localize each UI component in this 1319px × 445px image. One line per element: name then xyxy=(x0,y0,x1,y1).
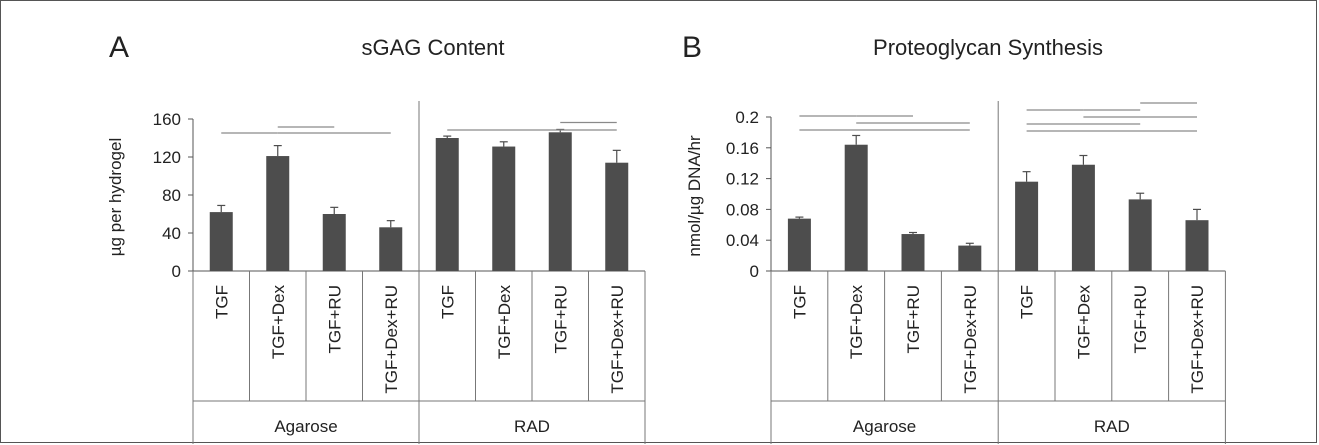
y-tick-label: 160 xyxy=(153,110,181,129)
y-axis-label: nmol/µg DNA/hr xyxy=(685,135,704,257)
chart-title: sGAG Content xyxy=(361,35,504,60)
group-label: RAD xyxy=(514,417,550,436)
bar xyxy=(958,245,982,271)
y-tick-label: 120 xyxy=(153,148,181,167)
x-tick-label: TGF+Dex+RU xyxy=(1188,285,1207,394)
group-label: RAD xyxy=(1094,417,1130,436)
x-tick-label: TGF+RU xyxy=(551,285,570,353)
x-tick-label: TGF xyxy=(212,285,231,319)
bar xyxy=(548,132,572,271)
x-tick-label: TGF+Dex+RU xyxy=(961,285,980,394)
bar xyxy=(901,234,925,271)
x-tick-label: TGF+Dex+RU xyxy=(382,285,401,394)
bar xyxy=(1015,181,1039,271)
group-label: Agarose xyxy=(274,417,337,436)
x-tick-label: TGF+RU xyxy=(325,285,344,353)
x-tick-label: TGF xyxy=(438,285,457,319)
bar xyxy=(209,212,233,271)
x-tick-label: TGF+Dex xyxy=(269,285,288,360)
x-tick-label: TGF+RU xyxy=(1131,285,1150,353)
bar xyxy=(1185,220,1209,271)
y-tick-label: 0.2 xyxy=(735,108,759,127)
panel-letter-a: A xyxy=(109,31,129,64)
bar xyxy=(266,156,290,271)
bar xyxy=(322,214,346,271)
y-tick-label: 0 xyxy=(172,262,181,281)
bar xyxy=(844,144,868,271)
y-tick-label: 0.16 xyxy=(726,139,759,158)
group-label: Agarose xyxy=(853,417,916,436)
x-tick-label: TGF+Dex xyxy=(847,285,866,360)
x-tick-label: TGF+Dex xyxy=(495,285,514,360)
y-axis-label: µg per hydrogel xyxy=(106,138,125,256)
bar xyxy=(379,227,403,271)
y-tick-label: 0.12 xyxy=(726,170,759,189)
bar xyxy=(1128,199,1152,271)
x-tick-label: TGF+Dex+RU xyxy=(608,285,627,394)
bar xyxy=(1071,164,1095,271)
y-tick-label: 40 xyxy=(162,224,181,243)
x-tick-label: TGF+RU xyxy=(904,285,923,353)
bar xyxy=(605,162,629,271)
bar xyxy=(787,218,811,271)
y-tick-label: 0.08 xyxy=(726,200,759,219)
y-tick-label: 80 xyxy=(162,186,181,205)
bar xyxy=(435,138,459,271)
bar xyxy=(492,146,516,271)
chart-title: Proteoglycan Synthesis xyxy=(873,35,1103,60)
y-tick-label: 0.04 xyxy=(726,231,759,250)
x-tick-label: TGF xyxy=(1018,285,1037,319)
panel-letter-b: B xyxy=(682,31,702,64)
x-tick-label: TGF+Dex xyxy=(1074,285,1093,360)
x-tick-label: TGF xyxy=(790,285,809,319)
y-tick-label: 0 xyxy=(750,262,759,281)
